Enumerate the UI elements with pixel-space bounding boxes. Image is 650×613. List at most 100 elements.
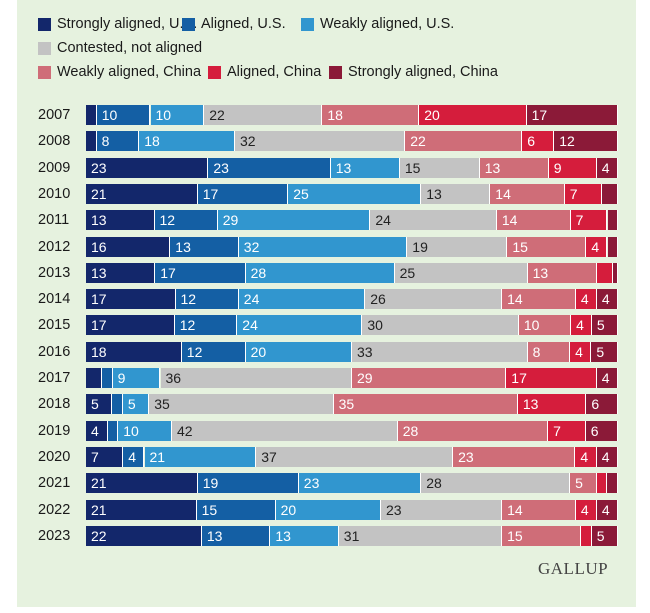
year-label: 2008 (38, 133, 71, 149)
bar-segment (333, 394, 518, 414)
bar-segment (548, 421, 586, 441)
year-label: 2012 (38, 239, 71, 255)
data-label: 28 (402, 423, 419, 439)
bar-segment (554, 131, 618, 151)
data-label: 4 (601, 449, 610, 465)
data-label: 7 (553, 423, 561, 439)
bar-segment (86, 473, 198, 493)
data-label: 4 (591, 239, 600, 255)
bar-segment (607, 237, 618, 257)
bar-segment (591, 315, 618, 335)
data-label: 4 (601, 160, 610, 176)
bar-segment (86, 526, 202, 546)
bar-segment (571, 315, 592, 335)
data-label: 9 (117, 370, 126, 386)
data-label: 17 (91, 317, 107, 333)
bar-segment (288, 184, 422, 204)
bar-segment (86, 131, 97, 151)
data-label: 35 (154, 396, 170, 412)
data-label: 4 (580, 449, 589, 465)
year-label: 2021 (38, 475, 71, 491)
legend-label: Weakly aligned, U.S. (320, 16, 455, 32)
data-label: 10 (155, 107, 172, 123)
bar-segment (517, 394, 587, 414)
data-label: 15 (201, 502, 218, 518)
bar-segment (585, 421, 618, 441)
data-label: 5 (575, 475, 583, 491)
year-label: 2009 (38, 160, 71, 176)
data-label: 23 (91, 160, 107, 176)
data-label: 13 (206, 528, 223, 544)
bar-segment (298, 473, 422, 493)
data-label: 17 (202, 186, 219, 202)
bar-segment (352, 342, 528, 362)
data-label: 23 (458, 449, 474, 465)
bar-segment (596, 368, 618, 388)
bar-segment (330, 158, 400, 178)
bar-segment (502, 500, 576, 520)
bar-segment (570, 210, 608, 230)
bar-segment (201, 526, 271, 546)
data-label: 14 (501, 212, 518, 228)
data-label: 25 (293, 186, 309, 202)
data-label: 15 (507, 528, 523, 544)
bar-segment (362, 315, 519, 335)
legend-item: Strongly aligned, U.S. (38, 14, 197, 34)
bar-segment (196, 500, 276, 520)
bar-segment (181, 342, 246, 362)
bar-segment (527, 342, 571, 362)
bar-segment (575, 500, 597, 520)
bar-segment (586, 394, 618, 414)
data-label: 19 (412, 239, 428, 255)
bar-segment (502, 526, 582, 546)
data-label: 24 (243, 291, 260, 307)
year-label: 2010 (38, 186, 71, 202)
bar-segment (86, 105, 97, 125)
bar-segment (526, 105, 618, 125)
bar-segment (139, 131, 235, 151)
year-label: 2023 (38, 528, 71, 544)
data-label: 5 (127, 396, 136, 412)
bar-segment (575, 289, 597, 309)
data-label: 4 (601, 370, 610, 386)
data-label: 24 (375, 212, 391, 228)
bar-segment (217, 210, 371, 230)
data-label: 12 (559, 133, 575, 149)
data-label: 5 (596, 528, 605, 544)
data-label: 8 (101, 133, 110, 149)
bar-segment (155, 263, 246, 283)
data-label: 4 (128, 449, 136, 465)
bar-segment (419, 105, 527, 125)
bar-segment (107, 421, 119, 441)
data-label: 10 (523, 317, 540, 333)
data-label: 13 (532, 265, 549, 281)
bar-segment (397, 421, 549, 441)
data-label: 29 (222, 212, 239, 228)
data-label: 5 (91, 396, 99, 412)
data-label: 4 (580, 291, 589, 307)
year-label: 2017 (38, 370, 71, 386)
year-label: 2014 (38, 291, 71, 307)
bar-segment (490, 184, 565, 204)
bar-segment (506, 368, 597, 388)
legend-label: Contested, not aligned (57, 40, 203, 56)
data-label: 15 (404, 160, 421, 176)
legend-swatch (38, 17, 51, 31)
bar-segment (596, 447, 618, 467)
data-label: 22 (410, 133, 426, 149)
bar-segment (453, 447, 576, 467)
bar-segment (365, 289, 503, 309)
data-label: 9 (553, 160, 562, 176)
data-label: 10 (123, 423, 139, 439)
legend-item: Aligned, U.S. (182, 14, 286, 34)
data-label: 18 (327, 107, 343, 123)
data-label: 17 (531, 107, 548, 123)
data-label: 22 (209, 107, 225, 123)
legend-label: Weakly aligned, China (57, 64, 202, 80)
data-label: 16 (91, 239, 107, 255)
bar-segment (275, 500, 381, 520)
data-label: 6 (527, 133, 535, 149)
year-label: 2016 (38, 344, 71, 360)
bar-segment (322, 105, 420, 125)
data-label: 32 (240, 133, 256, 149)
